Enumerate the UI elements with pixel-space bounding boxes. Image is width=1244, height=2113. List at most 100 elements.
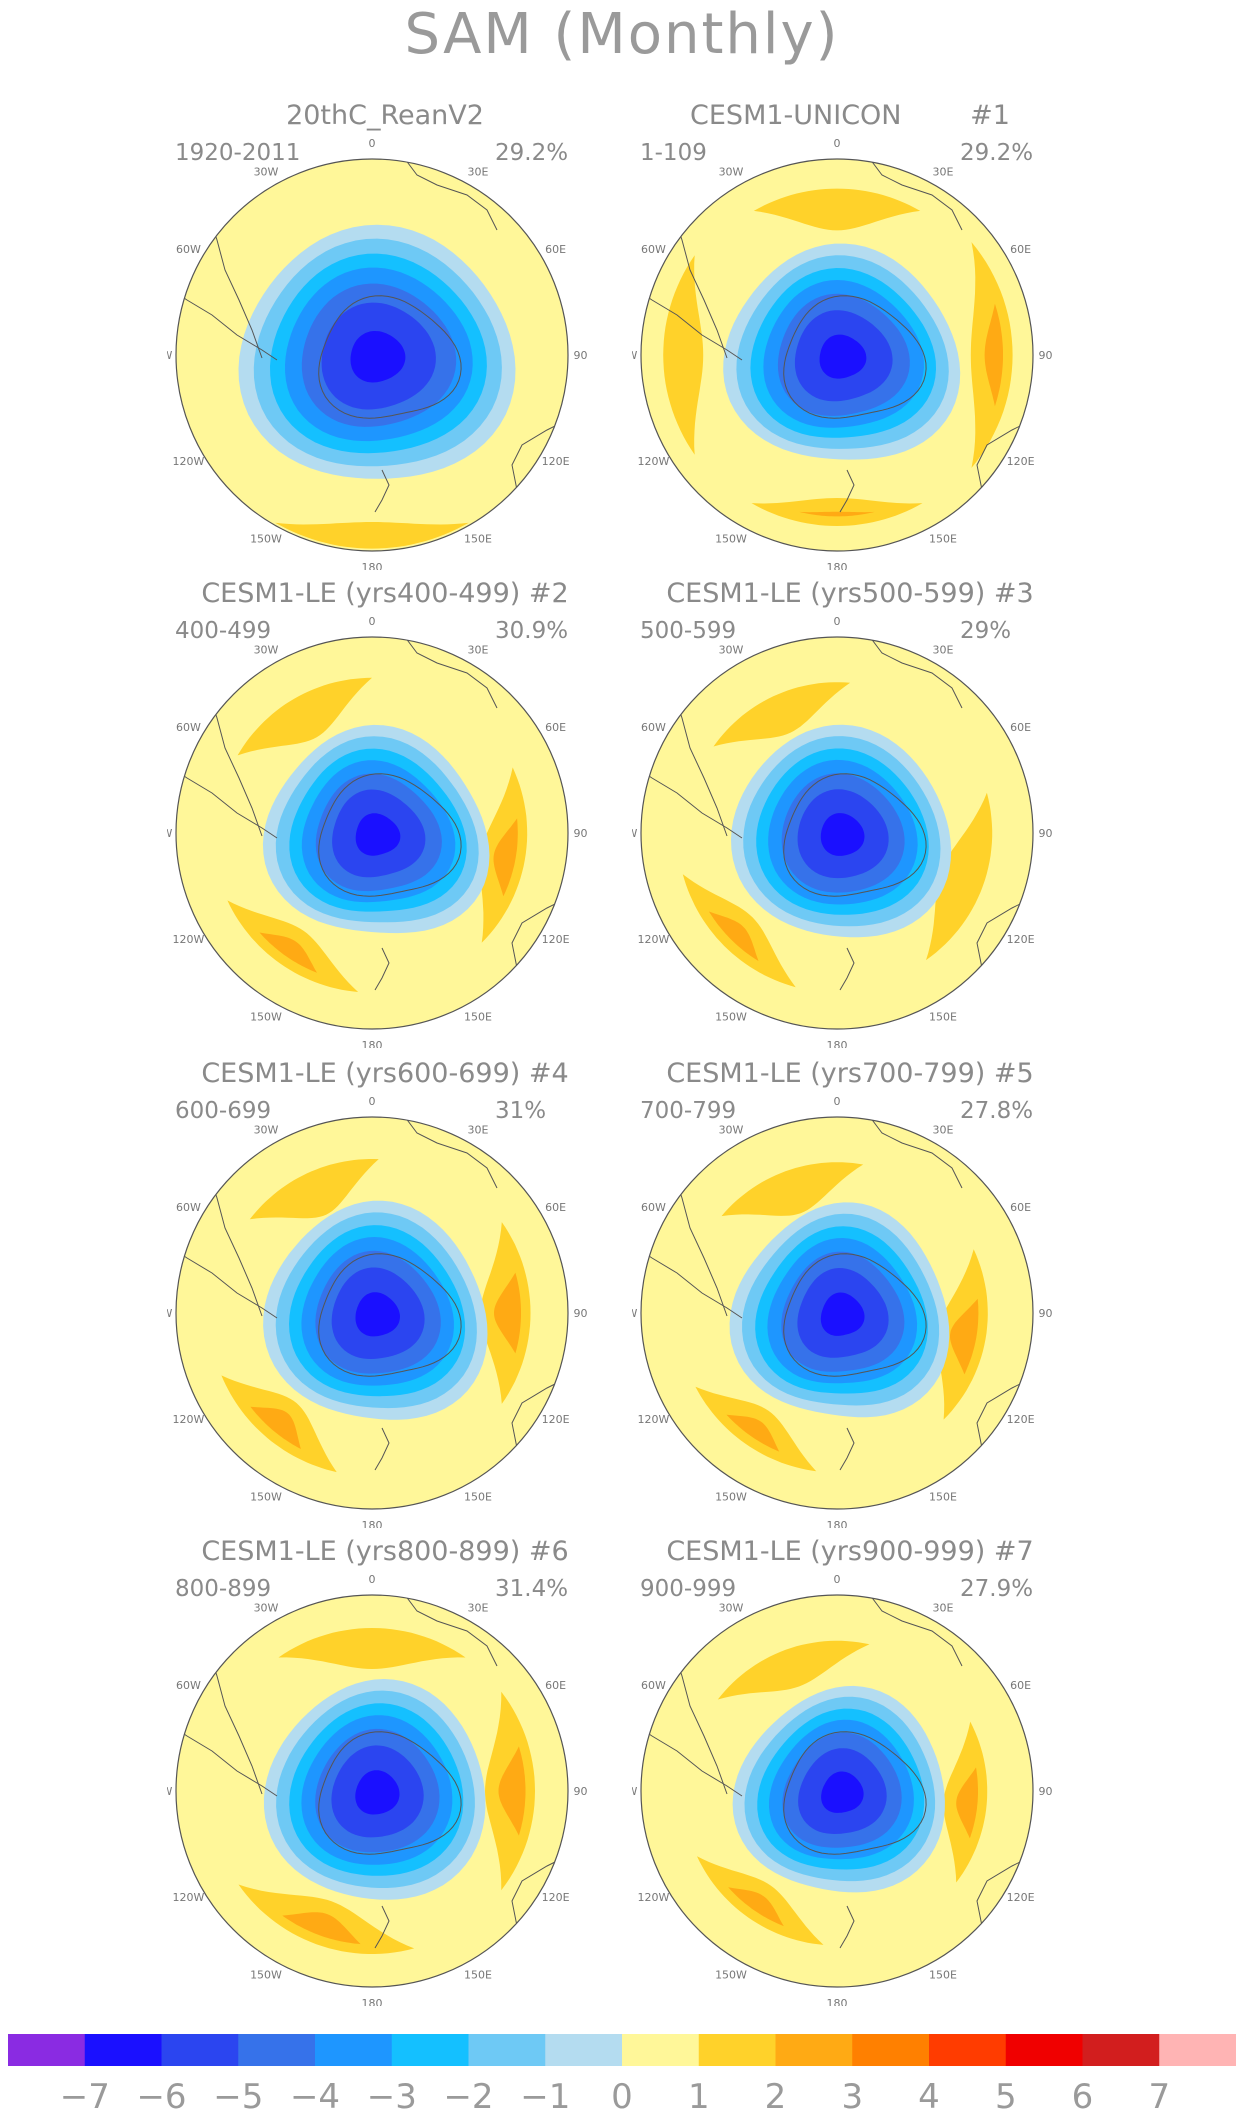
africa-coastline [866,1117,963,1189]
panel-variance: 31% [495,1098,547,1124]
longitude-label: 150E [929,1011,957,1024]
longitude-label: 30W [254,165,279,178]
longitude-label: 60E [545,721,566,734]
positive-anomaly-lobe [249,1159,379,1220]
colorbar-swatch [929,2034,1007,2066]
longitude-label: 120E [542,1891,570,1904]
longitude-label: 180 [362,1039,383,1048]
colorbar-label: −5 [213,2077,263,2113]
colorbar: −7 −6 −5 −4 −3 −2 −1 0 1 2 3 4 5 6 7 [8,2034,1236,2113]
longitude-label: 150E [464,1011,492,1024]
longitude-label: 60W [641,721,666,734]
map-panel: 20thC_ReanV2 1920-2011 29.2% 0 30E 60E 90E 120E… [167,100,735,570]
longitude-label: 60W [641,1201,666,1214]
panel-variance: 27.8% [960,1098,1034,1124]
antarctica-coastline [783,1731,927,1855]
longitude-label: 120W [637,1413,669,1426]
longitude-label: 90E [1039,827,1052,840]
africa-coastline [401,1595,498,1667]
antarctica-coastline [318,773,462,897]
africa-coastline [401,159,498,231]
panel-period: 600-699 [175,1098,272,1124]
longitude-label: 180 [362,1997,383,2006]
longitude-label: 90E [1039,1307,1052,1320]
longitude-label: 30E [468,165,489,178]
new-zealand-coastline [839,1427,855,1471]
new-zealand-coastline [839,1905,855,1949]
positive-anomaly-core [282,1912,361,1945]
panel-title: CESM1-LE (yrs400-499) #2 [201,578,569,609]
positive-anomaly-core [493,818,518,897]
africa-coastline [866,637,963,709]
positive-anomaly-lobe [926,792,993,961]
positive-anomaly-lobe [275,522,469,549]
colorbar-label: 3 [841,2077,863,2113]
panel-period: 800-899 [175,1576,272,1602]
longitude-label: 0 [369,1573,376,1586]
longitude-label: 120E [1007,1413,1035,1426]
longitude-label: 180 [827,561,848,570]
longitude-label: 30W [719,643,744,656]
longitude-label: 150E [464,1491,492,1504]
map-panel: CESM1-LE (yrs500-599) #3 500-599 29% 0 30E 60… [632,578,1200,1048]
positive-anomaly-core [259,932,317,973]
positive-anomaly-core [728,1887,784,1927]
positive-anomaly-core [250,1406,301,1449]
africa-coastline [866,1595,963,1667]
antarctica-coastline [318,295,462,419]
panel-period: 500-599 [640,618,737,644]
longitude-label: 90E [574,1785,587,1798]
longitude-label: 30E [468,1601,489,1614]
panel-period: 1-109 [640,140,707,166]
positive-anomaly-core [708,911,759,962]
colorbar-swatch [315,2034,393,2066]
longitude-label: 30W [254,1123,279,1136]
longitude-label: 120E [1007,933,1035,946]
new-zealand-coastline [374,469,390,513]
longitude-label: 60E [545,1201,566,1214]
negative-anomaly-contour [820,813,865,856]
longitude-label: 60W [176,243,201,256]
longitude-label: 120E [542,1413,570,1426]
longitude-label: 150W [715,533,747,546]
panel-period: 400-499 [175,618,272,644]
colorbar-swatch [852,2034,930,2066]
longitude-label: 180 [362,1519,383,1528]
colorbar-label: 5 [995,2077,1017,2113]
colorbar-label: −3 [367,2077,417,2113]
longitude-label: 120E [1007,455,1035,468]
polar-map: 0 30E 60E 90E 120E 150E 180 150W 120W 90W 60W 30W [167,137,587,570]
negative-anomaly-contour [355,813,401,856]
map-panel: CESM1-UNICON #1 1-109 29.2% 0 30E 60E 90E 120E 1… [632,100,1200,570]
colorbar-swatch [8,2034,86,2066]
map-boundary [175,1594,569,1988]
antarctica-coastline [318,1253,462,1377]
colorbar-label: 7 [1148,2077,1170,2113]
longitude-label: 150W [250,533,282,546]
polar-map: 0 30E 60E 90E 120E 150E 180 150W 120W 90W 60W 30W [167,1573,587,2006]
map-panel: CESM1-LE (yrs900-999) #7 900-999 27.9% 0 30E… [632,1536,1200,2006]
longitude-label: 120E [542,455,570,468]
africa-coastline [401,637,498,709]
panel-variance: 27.9% [960,1576,1034,1602]
longitude-label: 180 [827,1997,848,2006]
positive-anomaly-lobe [237,677,372,756]
colorbar-swatch [1005,2034,1083,2066]
colorbar-label: 2 [765,2077,787,2113]
longitude-label: 60E [545,243,566,256]
map-panel: CESM1-LE (yrs600-699) #4 600-699 31% 0 30E 60… [167,1058,735,1528]
longitude-label: 30W [254,1601,279,1614]
longitude-label: 0 [369,1095,376,1108]
longitude-label: 60W [641,1679,666,1692]
colorbar-swatch [468,2034,546,2066]
positive-anomaly-core [956,1767,978,1839]
colorbar-label: −2 [443,2077,493,2113]
panel-title: CESM1-LE (yrs800-899) #6 [201,1536,569,1567]
negative-anomaly-contour [355,1770,400,1815]
negative-anomaly-contour [821,1771,864,1813]
longitude-label: 90E [1039,1785,1052,1798]
longitude-label: 60E [1010,243,1031,256]
longitude-label: 180 [362,561,383,570]
panel-title: CESM1-LE (yrs600-699) #4 [201,1058,569,1089]
